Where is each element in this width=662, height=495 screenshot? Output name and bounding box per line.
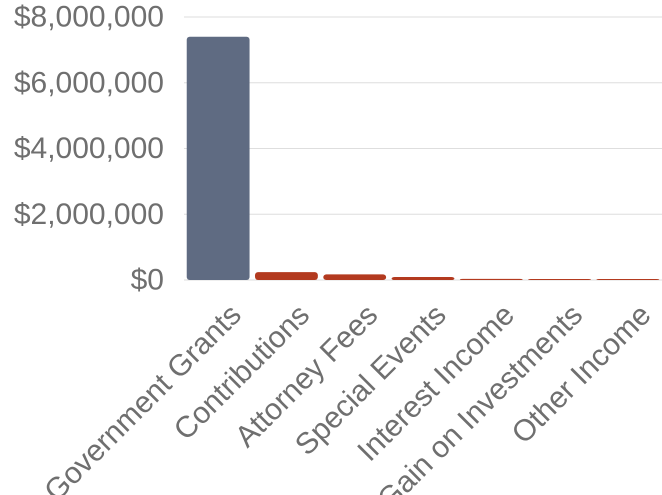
gridlines [184, 16, 662, 281]
bars [186, 36, 660, 280]
bar [255, 272, 318, 280]
y-axis-tick-labels: $0 $2,000,000 $4,000,000 $6,000,000 $8,000,0… [14, 1, 164, 297]
y-tick-label: $4,000,000 [14, 132, 164, 165]
y-tick-label: $0 [131, 264, 164, 297]
bar [459, 278, 523, 280]
y-tick-label: $8,000,000 [14, 1, 164, 34]
y-tick-label: $2,000,000 [14, 198, 164, 231]
bar [528, 279, 591, 280]
bar [596, 279, 660, 280]
bar [391, 277, 455, 280]
bar [186, 36, 250, 280]
bar [323, 274, 387, 280]
y-tick-label: $6,000,000 [14, 66, 164, 99]
